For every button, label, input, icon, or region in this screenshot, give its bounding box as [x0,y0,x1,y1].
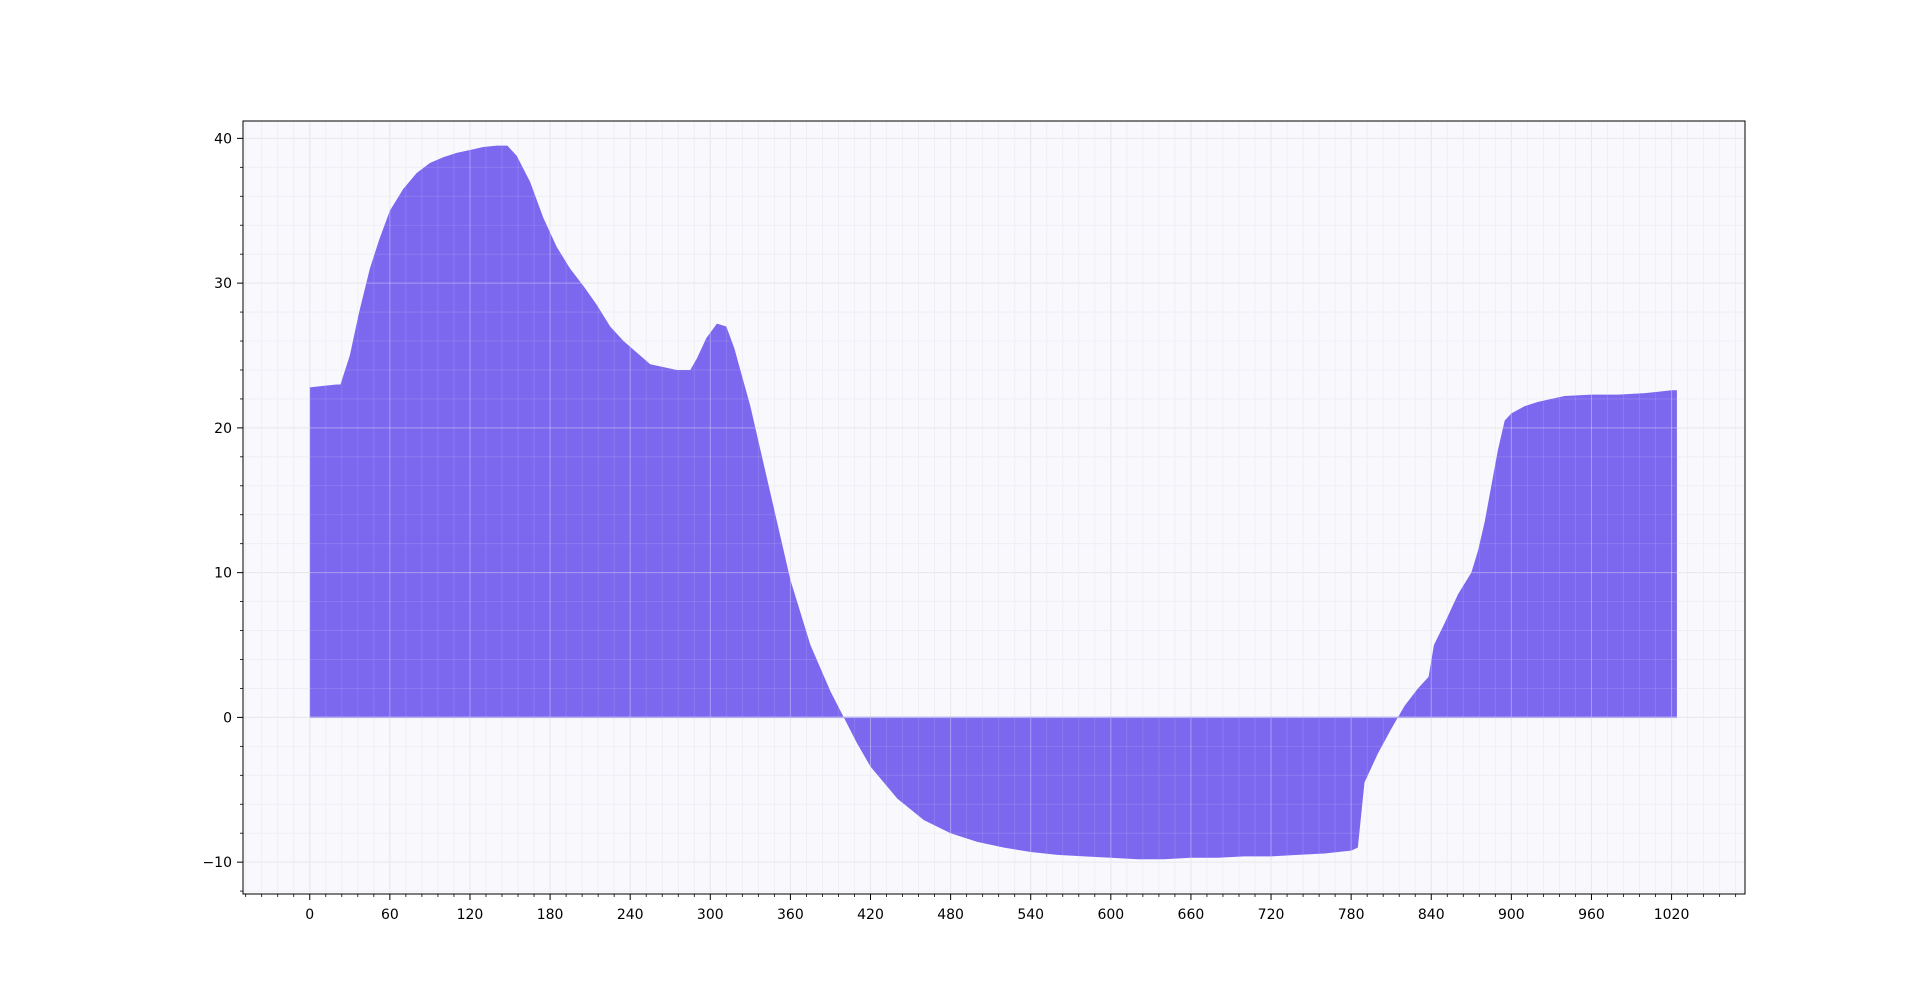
x-tick-label: 420 [857,907,884,923]
x-tick-label: 960 [1578,907,1605,923]
y-tick-label: −10 [202,855,232,871]
x-tick-label: 120 [457,907,484,923]
y-tick-label: 10 [214,566,232,582]
x-tick-label: 900 [1498,907,1525,923]
x-tick-label: 360 [777,907,804,923]
x-tick-label: 60 [381,907,399,923]
plot-frame [242,120,1746,895]
y-tick-label: 0 [223,710,232,726]
x-tick-label: 300 [697,907,724,923]
series-area-fill [309,145,1677,860]
y-tick-label: 20 [214,421,232,437]
x-tick-label: 1020 [1654,907,1690,923]
x-tick-label: 720 [1258,907,1285,923]
x-tick-label: 0 [305,907,314,923]
x-tick-label: 480 [937,907,964,923]
grid-overlay [243,121,1745,894]
x-tick-label: 840 [1418,907,1445,923]
y-tick-label: 40 [214,131,232,147]
y-tick-label: 30 [214,276,232,292]
x-tick-label: 540 [1017,907,1044,923]
x-tick-label: 780 [1338,907,1365,923]
x-tick-label: 180 [537,907,564,923]
x-tick-label: 600 [1097,907,1124,923]
x-tick-label: 660 [1178,907,1205,923]
x-tick-label: 240 [617,907,644,923]
y-axis: −10 0 10 20 30 40 [202,131,243,892]
x-axis: 0 60 120 180 240 300 360 420 480 540 600 660 720 780 8… [245,894,1737,923]
